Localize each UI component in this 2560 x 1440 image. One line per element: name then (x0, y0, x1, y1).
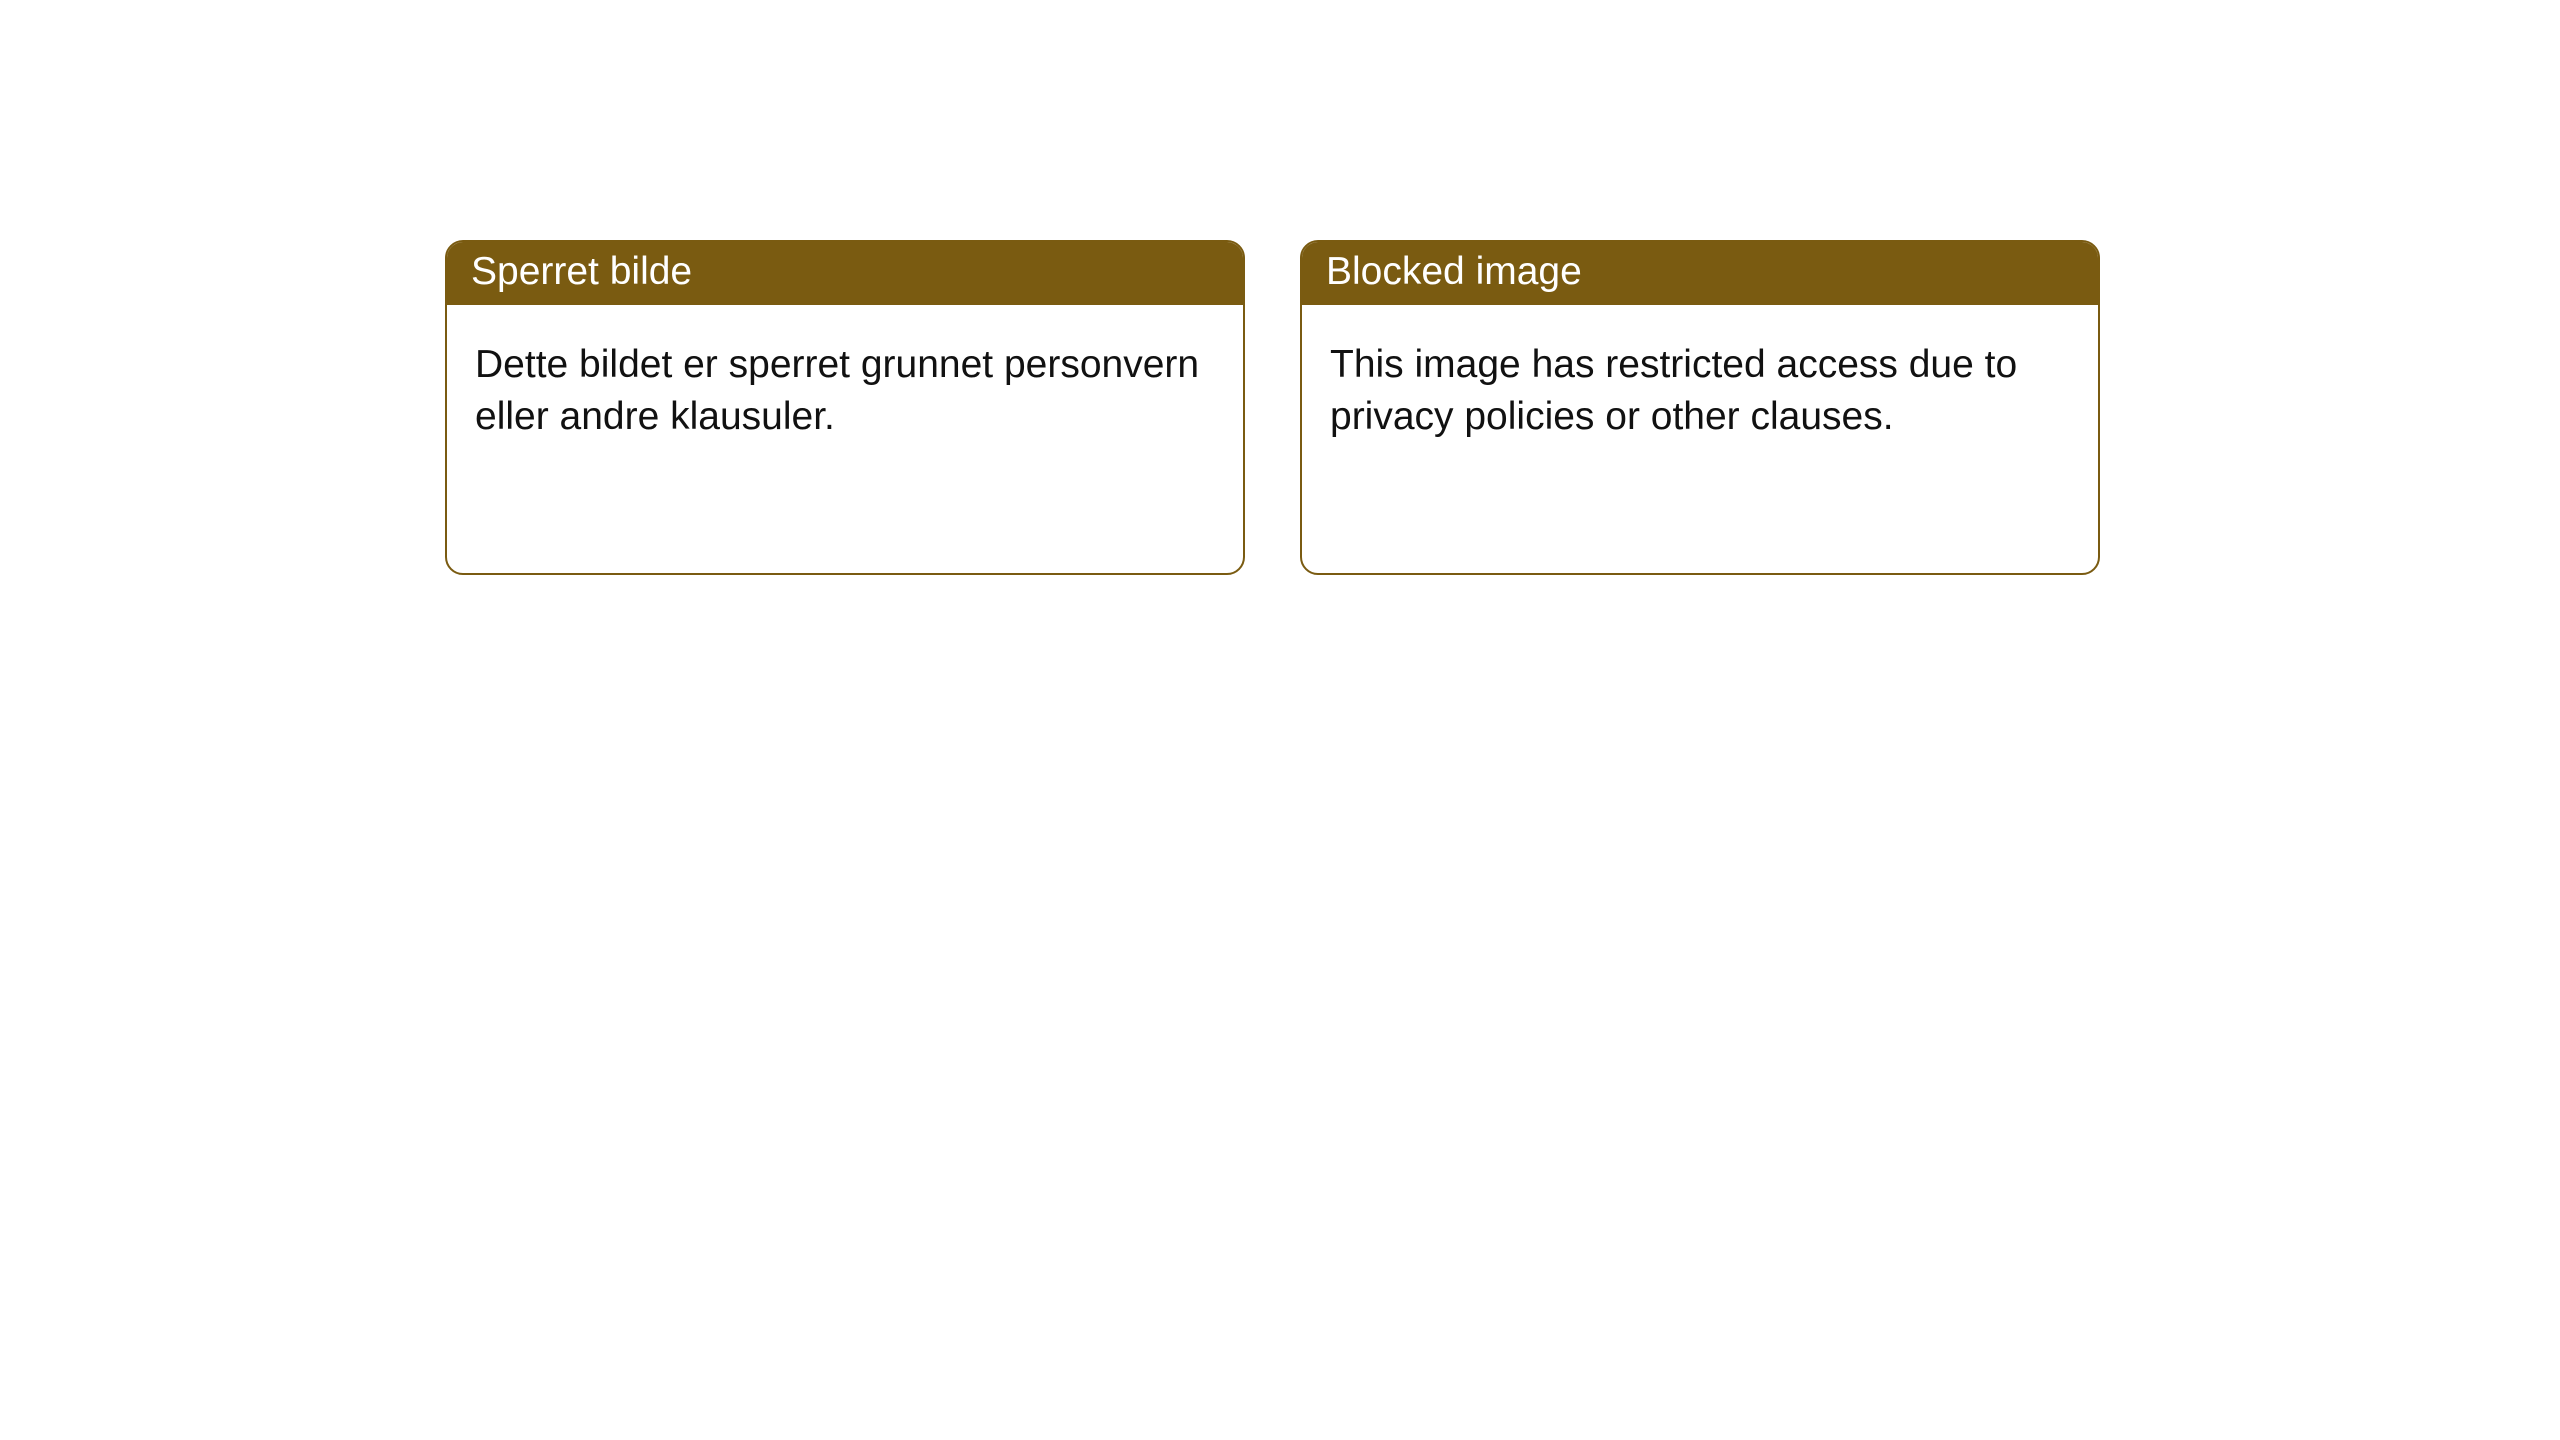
card-title: Sperret bilde (447, 242, 1243, 305)
card-body-text: Dette bildet er sperret grunnet personve… (447, 305, 1243, 471)
card-body-text: This image has restricted access due to … (1302, 305, 2098, 471)
notice-cards-row: Sperret bilde Dette bildet er sperret gr… (0, 0, 2560, 575)
blocked-image-card-en: Blocked image This image has restricted … (1300, 240, 2100, 575)
card-title: Blocked image (1302, 242, 2098, 305)
blocked-image-card-no: Sperret bilde Dette bildet er sperret gr… (445, 240, 1245, 575)
